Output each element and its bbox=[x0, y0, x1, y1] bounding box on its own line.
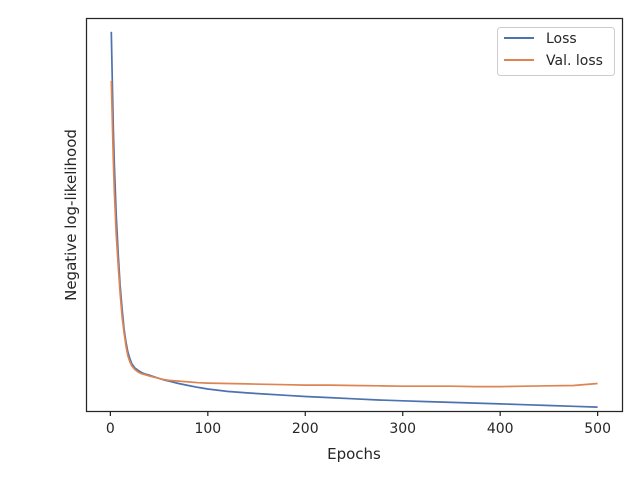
x-axis-label: Epochs bbox=[327, 445, 381, 463]
plot-frame bbox=[85, 17, 624, 413]
series-line-val-loss bbox=[110, 80, 598, 388]
x-tick-label: 0 bbox=[106, 421, 115, 437]
x-tick-label: 400 bbox=[487, 421, 514, 437]
legend-label-loss: Loss bbox=[546, 31, 577, 47]
x-axis-ticks: 0 100 200 300 400 500 bbox=[106, 411, 611, 437]
legend: Loss Val. loss bbox=[497, 27, 615, 76]
x-tick-label: 300 bbox=[389, 421, 416, 437]
legend-label-val-loss: Val. loss bbox=[546, 53, 603, 69]
legend-box bbox=[497, 27, 615, 76]
x-tick-label: 200 bbox=[292, 421, 319, 437]
x-tick-label: 100 bbox=[194, 421, 221, 437]
plot-lines bbox=[110, 31, 598, 408]
x-tick-label: 500 bbox=[584, 421, 611, 437]
y-axis-label: Negative log-likelihood bbox=[62, 129, 80, 301]
